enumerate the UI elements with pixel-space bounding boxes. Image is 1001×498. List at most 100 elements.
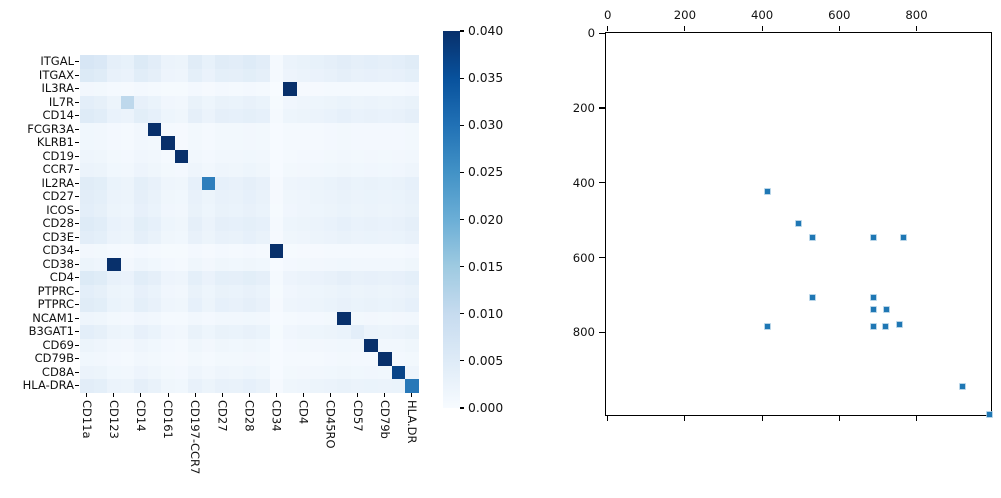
heatmap-cell — [378, 203, 392, 217]
heatmap-cell — [229, 136, 243, 150]
heatmap-cell — [283, 244, 297, 258]
heatmap-cell — [269, 217, 284, 231]
heatmap-cell — [405, 55, 419, 69]
protein-axis-label: CD28 — [242, 400, 257, 432]
spy-x-tick-top — [915, 25, 918, 32]
heatmap-cell — [134, 176, 148, 190]
heatmap-cell — [134, 109, 148, 123]
heatmap-cell — [296, 217, 311, 231]
heatmap-cell — [269, 230, 284, 244]
heatmap-cell — [391, 298, 406, 312]
heatmap-cell — [378, 271, 392, 285]
heatmap-cell — [147, 257, 162, 271]
heatmap-cell — [269, 122, 284, 136]
spy-point — [870, 307, 876, 312]
colorbar-tick-mark — [460, 313, 464, 315]
y-tick-mark — [75, 101, 79, 103]
heatmap-cell — [229, 55, 243, 69]
heatmap-cell — [310, 271, 324, 285]
spy-y-tick — [599, 182, 605, 184]
heatmap-cell — [364, 190, 379, 204]
heatmap-cell — [147, 163, 162, 177]
heatmap-cell — [201, 217, 216, 231]
protein-axis-label: CD11a — [79, 400, 94, 439]
heatmap-cell — [378, 122, 392, 136]
heatmap-cell — [378, 149, 392, 163]
heatmap-cell — [215, 55, 230, 69]
heatmap-cell — [364, 176, 379, 190]
gene-axis-label: CD79B — [34, 351, 74, 365]
heatmap-cell — [242, 136, 257, 150]
heatmap-cell — [337, 352, 351, 366]
heatmap-cell — [391, 379, 406, 393]
heatmap-cell — [269, 244, 284, 258]
heatmap-cell — [350, 176, 365, 190]
heatmap-cell — [269, 163, 284, 177]
heatmap-cell — [120, 298, 135, 312]
heatmap-cell — [378, 379, 392, 393]
heatmap-cell — [93, 244, 108, 258]
gene-axis-label: NCAM1 — [32, 310, 74, 325]
heatmap-cell — [80, 352, 94, 366]
heatmap-cell — [147, 271, 162, 285]
heatmap-cell — [161, 244, 175, 258]
heatmap-cell — [256, 163, 270, 177]
heatmap-cell — [323, 82, 338, 96]
heatmap-cell — [161, 379, 175, 393]
heatmap-cell — [215, 257, 230, 271]
heatmap-cell — [201, 203, 216, 217]
heatmap-cell — [107, 163, 121, 177]
heatmap-cell — [134, 149, 148, 163]
heatmap-cell — [242, 176, 257, 190]
heatmap-cell — [80, 311, 94, 325]
heatmap-cell — [229, 338, 243, 352]
heatmap-cell — [391, 82, 406, 96]
heatmap-cell — [256, 190, 270, 204]
gene-axis-label: IL2RA — [41, 175, 74, 190]
heatmap-cell — [120, 136, 135, 150]
heatmap-cell — [93, 311, 108, 325]
spy-point — [901, 234, 907, 240]
heatmap-cell — [107, 244, 121, 258]
heatmap-cell — [391, 203, 406, 217]
spy-point — [986, 412, 992, 418]
heatmap-cell — [188, 338, 202, 352]
heatmap-cell — [323, 217, 338, 231]
heatmap-cell — [229, 109, 243, 123]
heatmap-cell — [256, 271, 270, 285]
heatmap-cell — [93, 338, 108, 352]
spy-x-tick-bottom — [684, 415, 686, 422]
heatmap-cell — [323, 352, 338, 366]
heatmap-cell — [107, 190, 121, 204]
x-tick-mark — [221, 392, 223, 397]
heatmap-cell — [215, 365, 230, 379]
heatmap-cell — [310, 190, 324, 204]
heatmap-cell — [296, 230, 311, 244]
heatmap-cell — [93, 176, 108, 190]
heatmap-cell — [378, 95, 392, 109]
heatmap-cell — [242, 95, 257, 109]
heatmap-cell — [310, 55, 324, 69]
heatmap-cell — [364, 365, 379, 379]
y-tick-mark — [75, 88, 79, 90]
spy-y-tick-label: 0 — [587, 26, 595, 41]
heatmap-cell — [405, 284, 419, 298]
spy-y-tick — [599, 107, 605, 109]
heatmap-cell — [120, 244, 135, 258]
heatmap-cell — [405, 149, 419, 163]
heatmap-cell — [147, 244, 162, 258]
x-tick-mark — [140, 392, 142, 397]
heatmap-cell — [364, 338, 379, 352]
heatmap-cell — [120, 149, 135, 163]
spy-point — [795, 220, 801, 226]
heatmap-cell — [269, 149, 284, 163]
heatmap-cell — [364, 352, 379, 366]
heatmap-cell — [256, 55, 270, 69]
heatmap-cell — [310, 284, 324, 298]
heatmap-cell — [174, 257, 189, 271]
heatmap-cell — [323, 190, 338, 204]
heatmap-cell — [147, 325, 162, 339]
heatmap-cell — [378, 257, 392, 271]
heatmap-cell — [364, 217, 379, 231]
y-tick-mark — [75, 142, 79, 144]
